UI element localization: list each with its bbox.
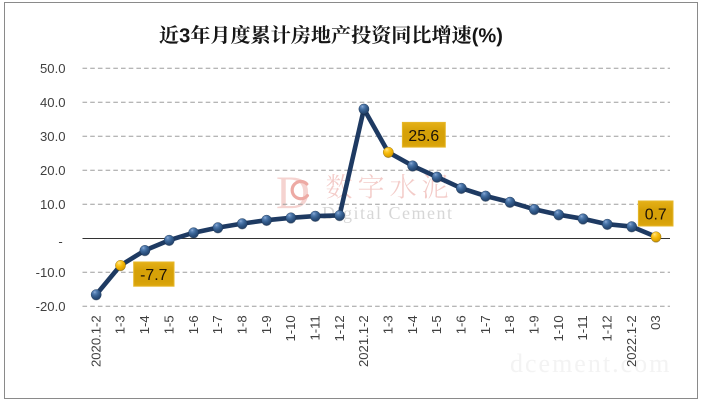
svg-text:0.7: 0.7 xyxy=(645,207,667,224)
svg-text:1-9: 1-9 xyxy=(259,315,274,334)
svg-text:03: 03 xyxy=(648,315,663,330)
svg-text:1-9: 1-9 xyxy=(527,315,542,334)
svg-text:1-12: 1-12 xyxy=(332,315,347,341)
svg-text:-7.7: -7.7 xyxy=(140,267,167,284)
svg-text:1-10: 1-10 xyxy=(551,315,566,341)
svg-text:Digital Cement: Digital Cement xyxy=(322,203,453,223)
svg-text:1-5: 1-5 xyxy=(429,315,444,334)
svg-text:1-11: 1-11 xyxy=(308,315,323,340)
svg-text:2021.1-2: 2021.1-2 xyxy=(356,315,371,367)
svg-text:2022.1-2: 2022.1-2 xyxy=(624,315,639,367)
svg-text:30.0: 30.0 xyxy=(40,129,65,144)
svg-text:1-8: 1-8 xyxy=(234,315,249,334)
svg-text:1-11: 1-11 xyxy=(575,315,590,340)
svg-text:1-4: 1-4 xyxy=(137,315,152,334)
svg-text:-20.0: -20.0 xyxy=(36,299,66,314)
svg-text:1-3: 1-3 xyxy=(381,315,396,334)
svg-text:25.6: 25.6 xyxy=(408,128,439,145)
svg-text:1-4: 1-4 xyxy=(405,315,420,334)
svg-text:-10.0: -10.0 xyxy=(36,265,66,280)
svg-text:10.0: 10.0 xyxy=(40,197,65,212)
svg-text:1-8: 1-8 xyxy=(502,315,517,334)
svg-text:1-6: 1-6 xyxy=(454,315,469,334)
svg-text:1-12: 1-12 xyxy=(600,315,615,341)
svg-text:1-5: 1-5 xyxy=(161,315,176,334)
svg-text:1-3: 1-3 xyxy=(113,315,128,334)
svg-text:20.0: 20.0 xyxy=(40,163,65,178)
svg-text:1-10: 1-10 xyxy=(283,315,298,341)
svg-text:2020.1-2: 2020.1-2 xyxy=(88,315,103,367)
svg-text:1-6: 1-6 xyxy=(186,315,201,334)
svg-text:50.0: 50.0 xyxy=(40,61,65,76)
svg-text:dcement.com: dcement.com xyxy=(510,349,671,378)
svg-text:1-7: 1-7 xyxy=(478,315,493,334)
svg-text:1-7: 1-7 xyxy=(210,315,225,334)
svg-text:40.0: 40.0 xyxy=(40,95,65,110)
svg-text:-: - xyxy=(58,234,62,249)
